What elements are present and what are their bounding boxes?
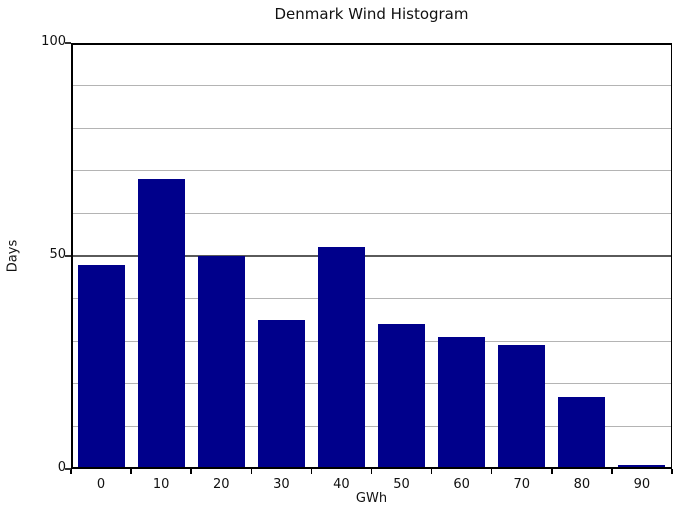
x-axis-tick (250, 469, 253, 474)
x-axis-tick (130, 469, 132, 474)
x-axis-tick (671, 469, 673, 474)
x-axis-label: GWh (355, 491, 388, 506)
x-tick-label-90: 90 (633, 477, 651, 492)
gridline-70 (71, 170, 672, 172)
y-axis-tick-100 (65, 42, 71, 44)
x-tick-label-40: 40 (333, 477, 350, 492)
x-axis-tick (310, 469, 313, 474)
x-tick-label-80: 80 (573, 477, 591, 492)
x-axis-line (71, 467, 672, 469)
gridline-80 (71, 127, 672, 129)
gridline-10 (71, 425, 672, 427)
bar-60-gwh (438, 336, 486, 469)
y-tick-label-50: 50 (49, 247, 66, 262)
bar-10-gwh (137, 179, 185, 469)
plot-area (65, 42, 673, 474)
x-axis-tick (611, 469, 613, 474)
gridline-30 (71, 340, 672, 342)
bar-40-gwh (317, 247, 365, 469)
x-axis-tick (190, 469, 192, 474)
bar-30-gwh (257, 319, 305, 469)
gridline-60 (71, 212, 672, 214)
bar-90-gwh (618, 464, 666, 469)
y-tick-label-0: 0 (57, 460, 66, 475)
x-axis-tick (430, 469, 433, 474)
x-tick-label-50: 50 (393, 477, 410, 492)
bar-0-gwh (77, 264, 125, 469)
y-tick-label-100: 100 (41, 34, 66, 49)
gridline-90 (71, 85, 672, 87)
y-axis-tick-50 (65, 255, 71, 257)
x-axis-tick (370, 469, 373, 474)
x-axis-tick (490, 469, 493, 474)
x-tick-label-30: 30 (273, 477, 290, 492)
x-tick-label-10: 10 (152, 477, 170, 492)
y-axis-tick-0 (65, 468, 71, 470)
bar-70-gwh (498, 345, 546, 469)
x-axis-tick (70, 469, 72, 474)
chart-title: Denmark Wind Histogram (274, 5, 469, 23)
gridline-20 (71, 383, 672, 385)
x-tick-label-70: 70 (513, 477, 531, 492)
bar-50-gwh (378, 324, 426, 469)
plot-border-right (670, 43, 672, 469)
plot-border-top (71, 43, 672, 45)
bar-80-gwh (558, 396, 606, 469)
gridline-50 (71, 255, 672, 257)
y-axis-line (71, 43, 73, 469)
gridline-40 (71, 298, 672, 300)
x-tick-label-0: 0 (96, 477, 106, 492)
bar-20-gwh (197, 256, 245, 469)
x-axis-tick (551, 469, 553, 474)
x-tick-label-20: 20 (212, 477, 230, 492)
x-tick-label-60: 60 (453, 477, 470, 492)
